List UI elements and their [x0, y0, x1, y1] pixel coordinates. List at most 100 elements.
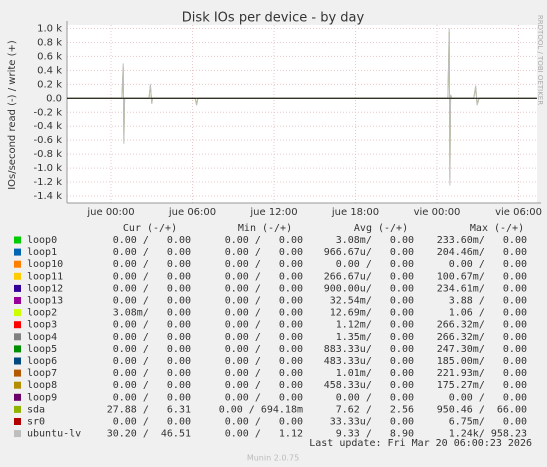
legend-name: ubuntu-lv [27, 429, 81, 440]
legend-stat: 0.00 / 0.00 [113, 380, 191, 391]
legend-stat: 0.00 / 0.00 [113, 332, 191, 343]
legend-name: loop1 [27, 247, 57, 258]
legend-name: sda [27, 404, 45, 415]
y-tick-label: 0.0 [46, 93, 62, 104]
chart-title: Disk IOs per device - by day [182, 11, 365, 26]
legend-stat: 0.00 / 0.00 [225, 332, 303, 343]
legend-swatch [14, 236, 21, 244]
legend-swatch [14, 321, 21, 329]
legend-stat: 1.01m/ 0.00 [336, 368, 414, 379]
legend-stat: 27.88 / 6.31 [107, 404, 191, 415]
legend-stat: 0.00 / 0.00 [225, 356, 303, 367]
y-tick-label: -1.0 k [34, 163, 63, 174]
legend-swatch [14, 284, 21, 292]
legend-swatch [14, 405, 21, 413]
legend-stat: 0.00 / 0.00 [113, 283, 191, 294]
legend-stat: 234.61m/ 0.00 [437, 283, 527, 294]
legend-swatch [14, 309, 21, 317]
legend-name: loop12 [27, 283, 63, 294]
legend-stat: 0.00 / 0.00 [225, 247, 303, 258]
legend-stat: 0.00 / 0.00 [113, 259, 191, 270]
legend-swatch [14, 345, 21, 353]
y-tick-label: 1.0 k [37, 23, 62, 34]
legend-stat: 100.67m/ 0.00 [437, 271, 527, 282]
legend-stat: 12.69m/ 0.00 [330, 308, 414, 319]
legend-stat: 0.00 / 0.00 [225, 320, 303, 331]
y-tick-label: -0.4 k [34, 121, 63, 132]
legend-stat: 883.33u/ 0.00 [324, 344, 414, 355]
plot-area [67, 25, 537, 203]
y-tick-label: 0.8 k [37, 37, 62, 48]
legend-swatch [14, 357, 21, 365]
legend-stat: 0.00 / 0.00 [225, 235, 303, 246]
legend-stat: 0.00 / 1.12 [225, 429, 303, 440]
legend-stat: 0.00 / 0.00 [113, 271, 191, 282]
legend-name: loop11 [27, 271, 63, 282]
legend-stat: 0.00 / 0.00 [225, 271, 303, 282]
legend-stat: 0.00 / 0.00 [113, 320, 191, 331]
legend-stat: 0.00 / 0.00 [225, 417, 303, 428]
legend-swatch [14, 248, 21, 256]
legend-header: Cur (-/+) [123, 223, 177, 234]
legend-swatch [14, 260, 21, 268]
legend-name: loop10 [27, 259, 63, 270]
legend-swatch [14, 297, 21, 304]
legend-swatch [14, 272, 21, 280]
legend-stat: 0.00 / 0.00 [113, 356, 191, 367]
last-update: Last update: Fri Mar 20 06:00:23 2026 [309, 438, 532, 449]
legend-name: loop2 [27, 308, 57, 319]
y-tick-label: 0.6 k [37, 51, 62, 62]
legend-name: sr0 [27, 417, 45, 428]
legend-name: loop13 [27, 296, 63, 307]
legend-name: loop4 [27, 332, 57, 343]
legend-stat: 0.00 / 0.00 [336, 259, 414, 270]
legend-swatch [14, 393, 21, 401]
legend-stat: 9.33 / 8.90 [336, 429, 414, 440]
legend-stat: 175.27m/ 0.00 [437, 380, 527, 391]
legend-stat: 0.00 / 0.00 [225, 259, 303, 270]
legend-stat: 966.67u/ 0.00 [324, 247, 414, 258]
legend-name: loop9 [27, 392, 57, 403]
legend-name: loop0 [27, 235, 57, 246]
legend-stat: 0.00 / 0.00 [336, 392, 414, 403]
legend-stat: 1.12m/ 0.00 [336, 320, 414, 331]
legend-stat: 0.00 / 0.00 [225, 392, 303, 403]
legend-name: loop6 [27, 356, 57, 367]
y-axis-label: IOs/second read (-) / write (+) [7, 40, 18, 190]
legend-stat: 458.33u/ 0.00 [324, 380, 414, 391]
legend-stat: 6.75m/ 0.00 [449, 417, 527, 428]
legend-stat: 1.24k/ 958.23 [449, 429, 527, 440]
legend-stat: 483.33u/ 0.00 [324, 356, 414, 367]
legend-name: loop3 [27, 320, 57, 331]
x-tick-label: jue 00:00 [86, 207, 134, 218]
y-tick-label: -0.8 k [34, 149, 63, 160]
legend-stat: 3.88 / 0.00 [449, 296, 527, 307]
legend-stat: 0.00 / 0.00 [225, 368, 303, 379]
y-tick-label: -0.2 k [34, 107, 63, 118]
legend-name: loop5 [27, 344, 57, 355]
legend-stat: 0.00 / 0.00 [113, 296, 191, 307]
legend-stat: 0.00 / 0.00 [449, 259, 527, 270]
legend-swatch [14, 418, 21, 425]
y-tick-label: 0.2 k [37, 79, 62, 90]
legend-stat: 0.00 / 694.18m [219, 404, 303, 415]
y-tick-label: -1.4 k [34, 191, 63, 202]
legend-stat: 1.35m/ 0.00 [336, 332, 414, 343]
legend-stat: 204.46m/ 0.00 [437, 247, 527, 258]
legend-stat: 221.93m/ 0.00 [437, 368, 527, 379]
legend-stat: 0.00 / 0.00 [225, 344, 303, 355]
legend-stat: 185.00m/ 0.00 [437, 356, 527, 367]
legend-header: Max (-/+) [470, 223, 524, 234]
y-tick-label: -1.2 k [34, 177, 63, 188]
legend-swatch [14, 430, 21, 438]
legend-stat: 7.62 / 2.56 [336, 404, 414, 415]
legend-stat: 266.32m/ 0.00 [437, 320, 527, 331]
legend-stat: 32.54m/ 0.00 [330, 296, 414, 307]
legend-stat: 0.00 / 0.00 [113, 344, 191, 355]
legend-stat: 0.00 / 0.00 [113, 235, 191, 246]
legend-stat: 30.20 / 46.51 [107, 429, 191, 440]
legend-stat: 247.30m/ 0.00 [437, 344, 527, 355]
y-tick-label: -0.6 k [34, 135, 63, 146]
legend-stat: 0.00 / 0.00 [113, 417, 191, 428]
